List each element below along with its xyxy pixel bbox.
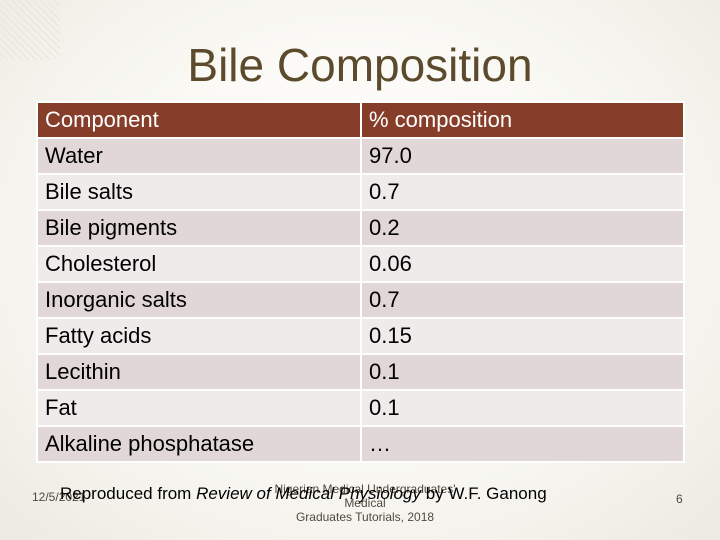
- table-row: Fat 0.1: [36, 389, 685, 427]
- credit-prefix: Reproduced from: [60, 484, 192, 503]
- footer-date: 12/5/2021: [32, 490, 86, 504]
- component-cell: Fat: [36, 389, 362, 427]
- table-row: Fatty acids 0.15: [36, 317, 685, 355]
- header-percent: % composition: [360, 101, 685, 139]
- component-cell: Bile pigments: [36, 209, 362, 247]
- percent-cell: 0.2: [360, 209, 685, 247]
- credit-suffix: by W.F. Ganong: [425, 484, 547, 503]
- component-cell: Cholesterol: [36, 245, 362, 283]
- footer-note: Nigerian Medical Undergraduates' Medical…: [255, 482, 475, 524]
- footer-note-line-1: Nigerian Medical Undergraduates' Medical: [274, 482, 456, 510]
- source-credit: Reproduced from Review of Medical Physio…: [60, 484, 547, 504]
- slide-title: Bile Composition: [187, 39, 533, 91]
- component-cell: Water: [36, 137, 362, 175]
- percent-cell: 97.0: [360, 137, 685, 175]
- component-cell: Bile salts: [36, 173, 362, 211]
- bile-composition-table: Component % composition Water 97.0 Bile …: [36, 101, 685, 463]
- table-header-row: Component % composition: [36, 101, 685, 139]
- table-row: Bile pigments 0.2: [36, 209, 685, 247]
- slide-number: 6: [676, 492, 683, 506]
- component-cell: Alkaline phosphatase: [36, 425, 362, 463]
- table-row: Water 97.0: [36, 137, 685, 175]
- component-cell: Fatty acids: [36, 317, 362, 355]
- footer-note-line-2: Graduates Tutorials, 2018: [295, 510, 435, 524]
- percent-cell: 0.06: [360, 245, 685, 283]
- table-row: Bile salts 0.7: [36, 173, 685, 211]
- percent-cell: …: [360, 425, 685, 463]
- percent-cell: 0.1: [360, 353, 685, 391]
- corner-texture: [0, 0, 60, 60]
- percent-cell: 0.1: [360, 389, 685, 427]
- table-row: Lecithin 0.1: [36, 353, 685, 391]
- table-row: Cholesterol 0.06: [36, 245, 685, 283]
- table-row: Alkaline phosphatase …: [36, 425, 685, 463]
- table-row: Inorganic salts 0.7: [36, 281, 685, 319]
- header-component: Component: [36, 101, 362, 139]
- component-cell: Lecithin: [36, 353, 362, 391]
- percent-cell: 0.7: [360, 281, 685, 319]
- credit-book-title: Review of Medical Physiology: [196, 484, 421, 503]
- percent-cell: 0.15: [360, 317, 685, 355]
- component-cell: Inorganic salts: [36, 281, 362, 319]
- percent-cell: 0.7: [360, 173, 685, 211]
